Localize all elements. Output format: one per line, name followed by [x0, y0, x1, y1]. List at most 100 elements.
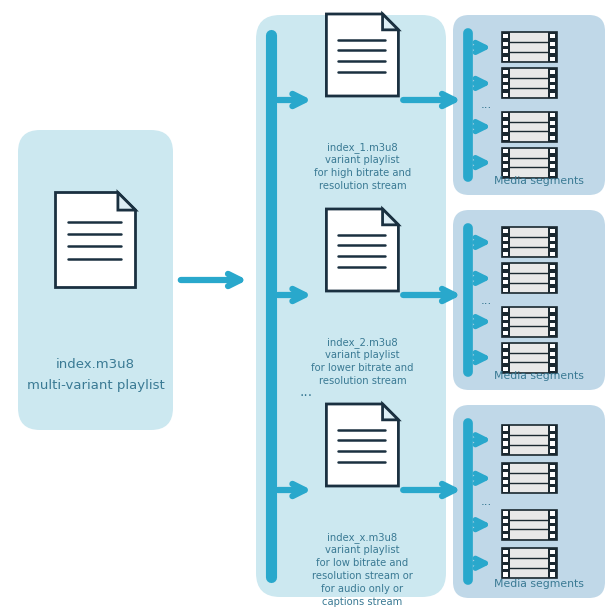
Polygon shape	[56, 192, 135, 288]
Bar	[501, 510, 510, 540]
Bar	[550, 519, 555, 523]
Text: for lower bitrate and: for lower bitrate and	[311, 363, 414, 373]
Bar	[550, 113, 555, 117]
Bar	[550, 42, 555, 46]
Bar	[501, 263, 510, 293]
Bar	[550, 573, 555, 577]
Bar	[503, 316, 509, 320]
Bar	[550, 288, 555, 291]
Bar	[503, 70, 509, 75]
Bar	[501, 148, 556, 178]
Text: ...: ...	[299, 386, 313, 400]
Bar	[503, 280, 509, 284]
Bar	[503, 34, 509, 38]
Text: index_2.m3u8: index_2.m3u8	[327, 337, 398, 348]
Bar	[548, 227, 556, 257]
Bar	[503, 244, 509, 248]
Bar	[503, 42, 509, 46]
Bar	[503, 49, 509, 53]
Bar	[503, 113, 509, 117]
Text: index_x.m3u8: index_x.m3u8	[327, 532, 397, 543]
Bar	[501, 307, 556, 337]
Bar	[503, 57, 509, 60]
Bar	[503, 323, 509, 327]
Bar	[503, 441, 509, 445]
Bar	[501, 463, 510, 493]
Bar	[550, 229, 555, 233]
Bar	[550, 34, 555, 38]
Bar	[550, 426, 555, 431]
Text: resolution stream: resolution stream	[319, 376, 406, 386]
Bar	[503, 78, 509, 82]
Bar	[550, 367, 555, 371]
Bar	[550, 49, 555, 53]
Text: index_1.m3u8: index_1.m3u8	[327, 142, 398, 153]
Bar	[550, 128, 555, 133]
Bar	[501, 343, 556, 373]
Bar	[503, 573, 509, 577]
Bar	[501, 263, 556, 293]
Bar	[550, 434, 555, 438]
Bar	[550, 323, 555, 327]
Bar	[550, 526, 555, 530]
Text: Media segments: Media segments	[494, 579, 584, 589]
Bar	[548, 510, 556, 540]
Text: resolution stream: resolution stream	[319, 181, 406, 191]
Bar	[550, 136, 555, 140]
Bar	[550, 149, 555, 153]
Bar	[503, 136, 509, 140]
Bar	[550, 344, 555, 348]
Bar	[501, 148, 510, 178]
Bar	[501, 548, 510, 578]
Text: for low bitrate and: for low bitrate and	[316, 558, 409, 568]
Bar	[501, 548, 556, 578]
Bar	[501, 68, 510, 98]
Bar	[548, 263, 556, 293]
Bar	[550, 465, 555, 469]
Bar	[503, 426, 509, 431]
Bar	[503, 519, 509, 523]
Bar	[503, 367, 509, 371]
Bar	[501, 343, 510, 373]
Bar	[503, 121, 509, 125]
Bar	[548, 112, 556, 142]
Bar	[550, 534, 555, 538]
Bar	[548, 68, 556, 98]
FancyBboxPatch shape	[18, 130, 173, 430]
Text: Media segments: Media segments	[494, 176, 584, 186]
Bar	[501, 68, 556, 98]
Bar	[501, 227, 510, 257]
Bar	[503, 465, 509, 469]
Bar	[548, 32, 556, 62]
Text: captions stream: captions stream	[323, 597, 403, 607]
Bar	[550, 92, 555, 97]
Bar	[548, 463, 556, 493]
Bar	[550, 157, 555, 161]
Bar	[503, 344, 509, 348]
Bar	[550, 557, 555, 562]
Bar	[503, 309, 509, 312]
Bar	[501, 307, 510, 337]
Text: for audio only or: for audio only or	[321, 584, 403, 594]
Bar	[550, 309, 555, 312]
Bar	[550, 316, 555, 320]
Text: variant playlist: variant playlist	[325, 155, 400, 165]
Bar	[550, 280, 555, 284]
Bar	[503, 92, 509, 97]
Bar	[550, 273, 555, 277]
Polygon shape	[382, 404, 398, 420]
Bar	[503, 480, 509, 484]
Bar	[503, 149, 509, 153]
Bar	[503, 565, 509, 569]
Text: variant playlist: variant playlist	[325, 545, 400, 555]
Bar	[501, 425, 556, 455]
Bar	[501, 32, 556, 62]
Bar	[550, 488, 555, 492]
Bar	[501, 227, 556, 257]
Bar	[501, 510, 556, 540]
Bar	[550, 565, 555, 569]
Bar	[548, 148, 556, 178]
Polygon shape	[382, 209, 398, 225]
Bar	[550, 244, 555, 248]
Bar	[548, 548, 556, 578]
